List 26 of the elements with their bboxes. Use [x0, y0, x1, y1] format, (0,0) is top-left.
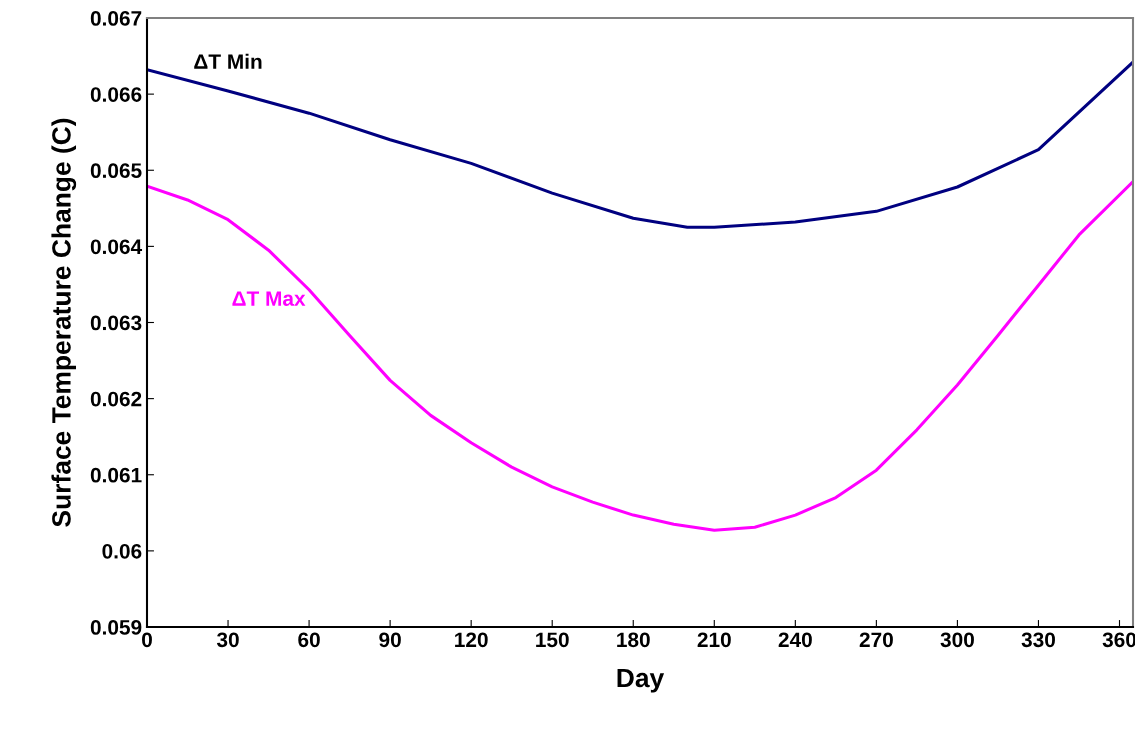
line-series — [147, 180, 1133, 532]
x-tick-label: 0 — [142, 632, 152, 648]
y-tick-label: 0.066 — [90, 87, 142, 102]
x-tick-label: 180 — [617, 632, 650, 648]
y-tick-label: 0.059 — [90, 620, 142, 635]
x-tick-label: 330 — [1021, 632, 1055, 648]
x-tick-label: 120 — [455, 632, 488, 648]
x-tick-label: 270 — [859, 632, 893, 648]
y-tick-label: 0.063 — [90, 315, 142, 331]
y-tick-label: 0.061 — [90, 467, 142, 483]
x-tick-label: 30 — [216, 632, 239, 648]
x-tick-label: 90 — [379, 632, 401, 648]
x-tick-label: 300 — [940, 632, 974, 648]
y-tick-label: 0.065 — [90, 163, 142, 178]
y-tick-label: 0.062 — [90, 391, 142, 407]
series-label: ΔT Min — [194, 53, 262, 69]
series-label: ΔT Max — [232, 291, 306, 306]
x-tick-label: 60 — [298, 632, 320, 648]
x-tick-label: 150 — [536, 632, 569, 648]
y-tick-label: 0.064 — [90, 239, 143, 255]
y-axis-title: Surface Temperature Change (C) — [51, 118, 77, 527]
x-tick-label: 210 — [697, 632, 731, 648]
y-tick-label: 0.06 — [102, 543, 142, 559]
x-axis-title: Day — [617, 668, 665, 693]
x-tick-label: 240 — [778, 632, 812, 648]
y-tick-label: 0.067 — [90, 11, 142, 26]
